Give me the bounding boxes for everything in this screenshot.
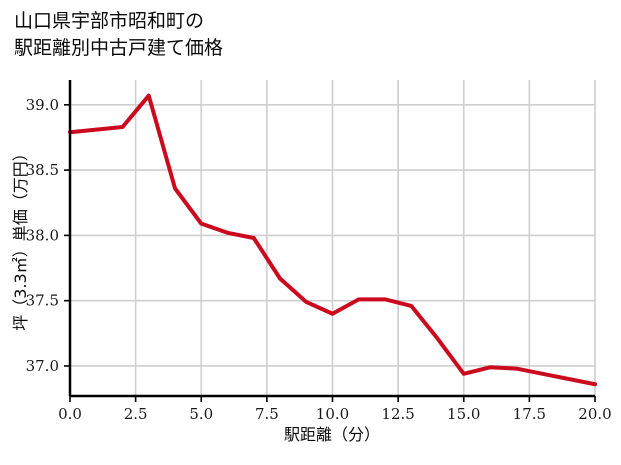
y-tick-label: 39.0 bbox=[26, 96, 59, 114]
chart-title: 山口県宇部市昭和町の 駅距離別中古戸建て価格 bbox=[14, 10, 224, 59]
x-tick-label: 2.5 bbox=[124, 405, 148, 423]
y-tick-label: 37.0 bbox=[26, 357, 59, 375]
y-axis-label: 坪（3.3㎡）単価（万円） bbox=[11, 145, 30, 330]
x-tick-label: 15.0 bbox=[447, 405, 480, 423]
x-tick-label: 20.0 bbox=[578, 405, 611, 423]
x-tick-label: 17.5 bbox=[513, 405, 546, 423]
y-axis-ticks: 37.0 37.5 38.0 38.5 39.0 bbox=[26, 96, 70, 375]
x-axis-label: 駅距離（分） bbox=[284, 425, 380, 444]
x-axis-ticks: 0.0 2.5 5.0 7.5 10.0 12.5 15.0 17.5 20.0 bbox=[58, 396, 612, 423]
x-tick-label: 0.0 bbox=[58, 405, 82, 423]
y-tick-label: 38.5 bbox=[26, 161, 59, 179]
data-series-line bbox=[68, 93, 597, 387]
x-tick-label: 7.5 bbox=[255, 405, 279, 423]
x-tick-label: 10.0 bbox=[316, 405, 349, 423]
vertical-gridlines bbox=[134, 80, 596, 396]
y-tick-label: 37.5 bbox=[26, 292, 59, 310]
x-tick-label: 12.5 bbox=[381, 405, 414, 423]
x-tick-label: 5.0 bbox=[189, 405, 213, 423]
y-tick-label: 38.0 bbox=[26, 226, 59, 244]
